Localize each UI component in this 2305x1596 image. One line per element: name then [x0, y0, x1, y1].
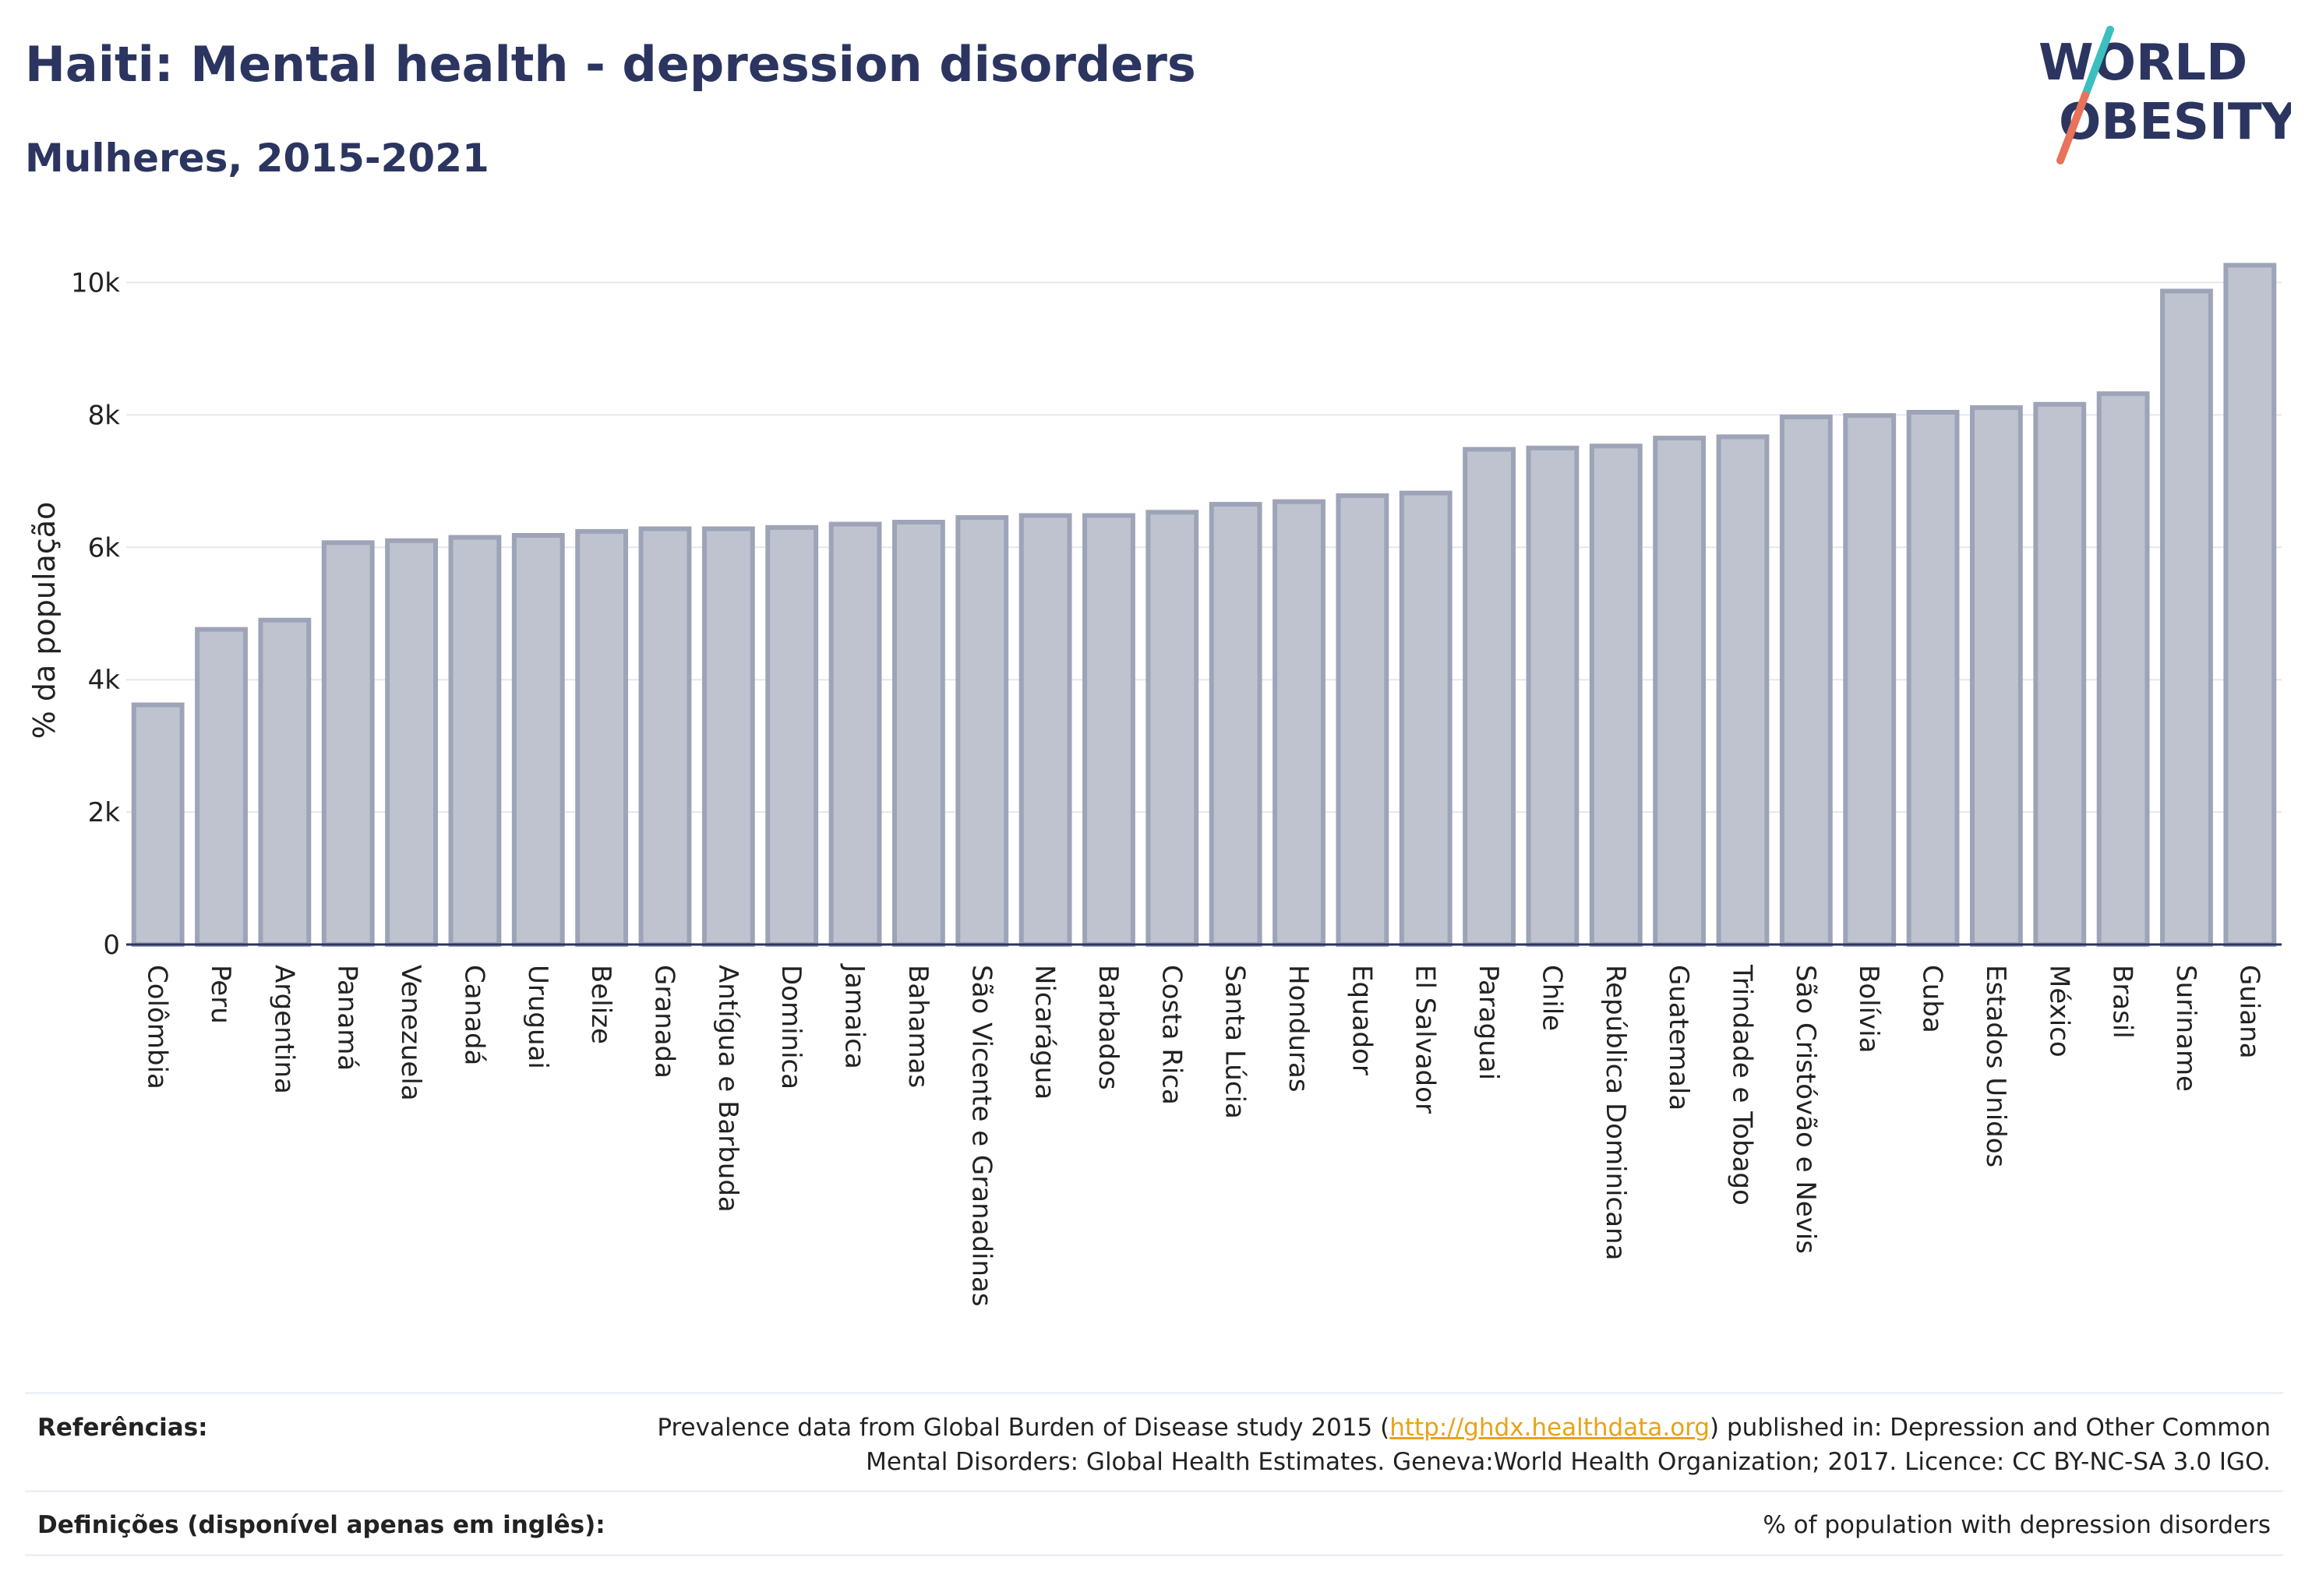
- bar[interactable]: [1018, 513, 1072, 947]
- x-tick-label: Antígua e Barbuda: [712, 965, 743, 1213]
- bar[interactable]: [1779, 414, 1833, 947]
- references-row: Referências: Prevalence data from Global…: [25, 1411, 2283, 1488]
- bar[interactable]: [195, 627, 248, 947]
- bar[interactable]: [1399, 490, 1453, 947]
- x-tick-label: Uruguai: [522, 965, 553, 1069]
- bar[interactable]: [2160, 288, 2213, 947]
- y-tick-label: 2k: [88, 797, 121, 828]
- x-tick-label: Guatemala: [1663, 965, 1694, 1110]
- bar[interactable]: [701, 526, 755, 947]
- bar[interactable]: [321, 540, 375, 947]
- x-tick-label: Suriname: [2170, 965, 2201, 1092]
- x-tick-label: Barbados: [1092, 965, 1124, 1090]
- y-tick-label: 6k: [88, 532, 121, 563]
- x-tick-label: Granada: [649, 965, 680, 1079]
- world-obesity-logo: WORLD OBESITY: [2038, 26, 2291, 164]
- x-tick-label: Canadá: [458, 965, 489, 1065]
- references-text-line2: Mental Disorders: Global Health Estimate…: [866, 1448, 2271, 1476]
- x-tick-label: Nicarágua: [1029, 965, 1061, 1100]
- x-tick-label: Guiana: [2233, 965, 2264, 1059]
- logo-slash-teal: [2081, 26, 2114, 99]
- x-tick-label: Argentina: [268, 965, 299, 1094]
- bar[interactable]: [1589, 443, 1643, 947]
- logo-line1: WORLD: [2038, 34, 2247, 92]
- references-label: Referências:: [37, 1414, 208, 1442]
- definitions-label: Definições (disponível apenas em inglês)…: [37, 1511, 605, 1539]
- x-tick-label: Honduras: [1283, 965, 1314, 1093]
- x-tick-label: Peru: [205, 965, 236, 1024]
- bar[interactable]: [448, 535, 502, 947]
- bar[interactable]: [385, 538, 439, 947]
- bar[interactable]: [1336, 493, 1389, 947]
- x-tick-label: Venezuela: [395, 965, 426, 1101]
- bar[interactable]: [1273, 499, 1325, 947]
- definitions-text: % of population with depression disorder…: [1763, 1511, 2271, 1539]
- x-tick-label: El Salvador: [1410, 965, 1441, 1114]
- references-link[interactable]: http://ghdx.healthdata.org: [1389, 1414, 1710, 1442]
- bar[interactable]: [511, 532, 565, 947]
- references-text-post: ) published in: Depression and Other Com…: [1710, 1414, 2271, 1442]
- x-tick-label: Jamaica: [839, 963, 870, 1069]
- x-tick-label: Equador: [1346, 965, 1377, 1075]
- y-tick-label: 8k: [88, 400, 121, 431]
- bar[interactable]: [258, 617, 312, 947]
- y-axis-label: % da população: [27, 502, 62, 740]
- bar[interactable]: [575, 528, 629, 947]
- bar[interactable]: [1082, 513, 1135, 947]
- references-text-pre: Prevalence data from Global Burden of Di…: [657, 1414, 1390, 1442]
- x-tick-label: México: [2043, 965, 2074, 1058]
- chart-subtitle: Mulheres, 2015-2021: [25, 136, 489, 181]
- x-tick-label: Santa Lúcia: [1220, 965, 1251, 1119]
- references-text: Prevalence data from Global Burden of Di…: [657, 1411, 2271, 1479]
- bar[interactable]: [1526, 445, 1580, 947]
- y-tick-label: 10k: [71, 267, 120, 298]
- bar[interactable]: [891, 520, 945, 947]
- x-tick-label: Panamá: [332, 965, 363, 1071]
- bar[interactable]: [1843, 413, 1897, 947]
- x-tick-label: São Vicente e Granadinas: [965, 965, 997, 1307]
- bar[interactable]: [828, 521, 882, 947]
- x-tick-label: São Cristóvão e Nevis: [1790, 965, 1821, 1254]
- x-tick-label: Costa Rica: [1156, 965, 1187, 1105]
- footer-divider-bottom: [25, 1554, 2283, 1556]
- bar[interactable]: [765, 524, 819, 947]
- bar[interactable]: [955, 515, 1009, 947]
- bar[interactable]: [1653, 436, 1707, 947]
- footer-divider-top: [25, 1392, 2283, 1394]
- bar[interactable]: [2096, 391, 2150, 948]
- bar[interactable]: [1145, 510, 1199, 947]
- y-tick-label: 0: [103, 930, 120, 961]
- bar[interactable]: [1463, 447, 1516, 947]
- x-tick-label: Brasil: [2107, 965, 2138, 1039]
- bar-chart: 0 2k 4k 6k 8k 10k % da população Colômbia Peru Ar…: [27, 263, 2282, 1307]
- x-tick-label: Trindade e Tobago: [1727, 964, 1758, 1206]
- y-tick-label: 4k: [88, 665, 121, 696]
- x-tick-label: Cuba: [1917, 965, 1948, 1033]
- bar[interactable]: [1716, 434, 1770, 947]
- x-tick-label: Colômbia: [142, 965, 173, 1089]
- bar[interactable]: [638, 526, 692, 947]
- bar[interactable]: [2223, 263, 2277, 948]
- bar[interactable]: [1969, 405, 2023, 947]
- x-tick-label: Paraguai: [1473, 965, 1504, 1080]
- x-tick-label: Chile: [1536, 965, 1567, 1031]
- bar[interactable]: [2033, 401, 2087, 947]
- x-tick-label: Dominica: [775, 965, 807, 1089]
- logo-slash-coral: [2056, 91, 2089, 164]
- x-tick-label: Bolívia: [1853, 965, 1884, 1053]
- chart-title: Haiti: Mental health - depression disord…: [25, 36, 1196, 93]
- x-tick-label: República Dominicana: [1600, 965, 1631, 1260]
- footer-divider-mid: [25, 1490, 2283, 1492]
- logo-line2: OBESITY: [2059, 94, 2291, 151]
- bar[interactable]: [131, 702, 185, 947]
- bar[interactable]: [1906, 409, 1960, 947]
- x-tick-label: Estados Unidos: [1980, 965, 2011, 1167]
- definitions-row: Definições (disponível apenas em inglês)…: [25, 1508, 2283, 1555]
- bar[interactable]: [1209, 502, 1262, 947]
- x-tick-label: Belize: [585, 965, 616, 1044]
- x-tick-label: Bahamas: [902, 965, 934, 1088]
